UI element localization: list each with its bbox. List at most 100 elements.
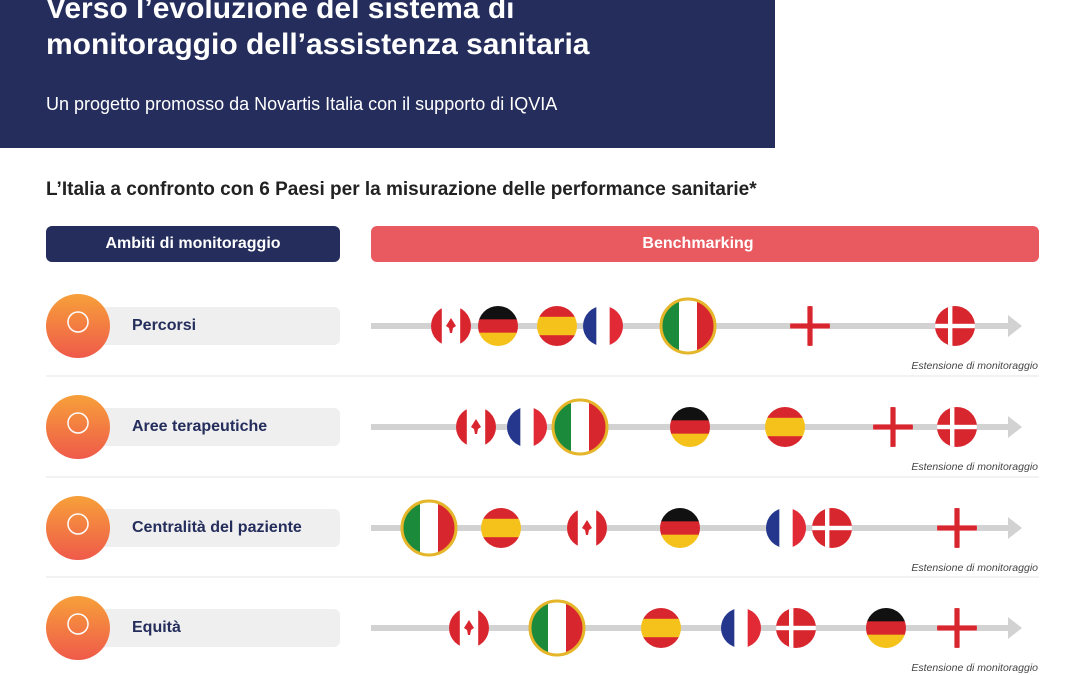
cross <box>937 424 977 430</box>
stripe <box>537 335 577 346</box>
label-pill <box>96 609 340 647</box>
cross <box>812 525 852 531</box>
stripe <box>866 634 906 648</box>
stripe <box>765 407 805 419</box>
cross <box>937 525 977 531</box>
stripe <box>485 407 496 447</box>
flag <box>937 407 977 447</box>
header-panel <box>0 0 775 148</box>
row-note: Estensione di monitoraggio <box>911 662 1038 674</box>
stripe <box>866 621 906 636</box>
row: Equità Estensione di monitoraggio <box>46 576 1039 674</box>
track-arrow <box>1008 517 1022 539</box>
flag <box>641 608 681 648</box>
flag <box>935 306 975 346</box>
row-icon <box>46 294 110 358</box>
flag <box>765 407 805 447</box>
flag <box>937 508 977 548</box>
flag <box>937 608 977 648</box>
flag-ring <box>551 398 609 456</box>
track-arrow <box>1008 315 1022 337</box>
stripe <box>478 332 518 346</box>
row-icon <box>46 596 110 660</box>
row-note: Estensione di monitoraggio <box>911 562 1038 574</box>
stripe <box>478 319 518 334</box>
leaf <box>582 520 592 535</box>
stripe <box>571 400 590 454</box>
flag <box>537 306 577 346</box>
flag <box>449 608 489 648</box>
leaf <box>471 419 481 434</box>
stripe <box>670 433 710 447</box>
row: Percorsi Estensione di monitoraggio <box>46 294 1038 372</box>
flag <box>478 306 518 346</box>
stripe <box>449 608 460 648</box>
column-pill <box>46 226 340 262</box>
header-title: Verso l’evoluzione del sistema di <box>46 0 515 25</box>
section-title: L’Italia a confronto con 6 Paesi per la … <box>46 179 757 200</box>
stripe <box>478 608 489 648</box>
stripe <box>537 306 577 318</box>
stripe <box>596 306 611 346</box>
cross <box>935 323 975 329</box>
stripe <box>779 508 794 548</box>
track <box>371 625 1011 631</box>
stripe <box>609 306 623 346</box>
flag <box>670 407 710 447</box>
cross <box>873 424 913 430</box>
stripe <box>583 306 597 346</box>
stripe <box>641 637 681 648</box>
stripe <box>641 618 681 638</box>
stripe <box>481 508 521 520</box>
flag <box>567 508 607 548</box>
cross <box>790 323 830 329</box>
flag <box>456 407 496 447</box>
icon-glyph <box>67 412 89 434</box>
stripe <box>765 436 805 447</box>
stripe <box>567 508 578 548</box>
row-note: Estensione di monitoraggio <box>911 360 1038 372</box>
icon-glyph <box>67 311 89 333</box>
stripe <box>866 608 906 622</box>
stripe <box>765 417 805 437</box>
label-pill <box>96 509 340 547</box>
stripe <box>641 608 681 620</box>
track-arrow <box>1008 617 1022 639</box>
flag <box>766 508 806 548</box>
stripe <box>456 407 467 447</box>
stripe <box>747 608 761 648</box>
icon-glyph <box>67 613 89 635</box>
flag <box>481 508 521 548</box>
leaf <box>464 620 474 635</box>
flag <box>660 508 700 548</box>
row-label: Aree terapeutiche <box>132 418 267 435</box>
stripe <box>766 508 780 548</box>
stripe <box>670 420 710 435</box>
label-pill <box>96 408 340 446</box>
cross <box>937 625 977 631</box>
flag <box>873 407 913 447</box>
row: Aree terapeutiche Estensione di monitorag… <box>46 375 1039 473</box>
stripe <box>481 518 521 538</box>
column-pill <box>371 226 1039 262</box>
stripe <box>478 306 518 320</box>
stripe <box>596 508 607 548</box>
row-icon <box>46 496 110 560</box>
label-pill <box>96 307 340 345</box>
stripe <box>660 508 700 522</box>
leaf <box>446 318 456 333</box>
row-label: Equità <box>132 619 181 636</box>
row: Centralità del paziente Estensione di mon… <box>46 476 1039 574</box>
track-arrow <box>1008 416 1022 438</box>
cross <box>776 625 816 631</box>
row-label: Centralità del paziente <box>132 519 302 536</box>
flag-ring <box>528 599 586 657</box>
stripe <box>721 608 735 648</box>
row-label: Percorsi <box>132 317 196 334</box>
stripe <box>460 306 471 346</box>
header-title: monitoraggio dell’assistenza sanitaria <box>46 28 590 61</box>
icon-glyph <box>67 513 89 535</box>
stripe <box>660 521 700 536</box>
